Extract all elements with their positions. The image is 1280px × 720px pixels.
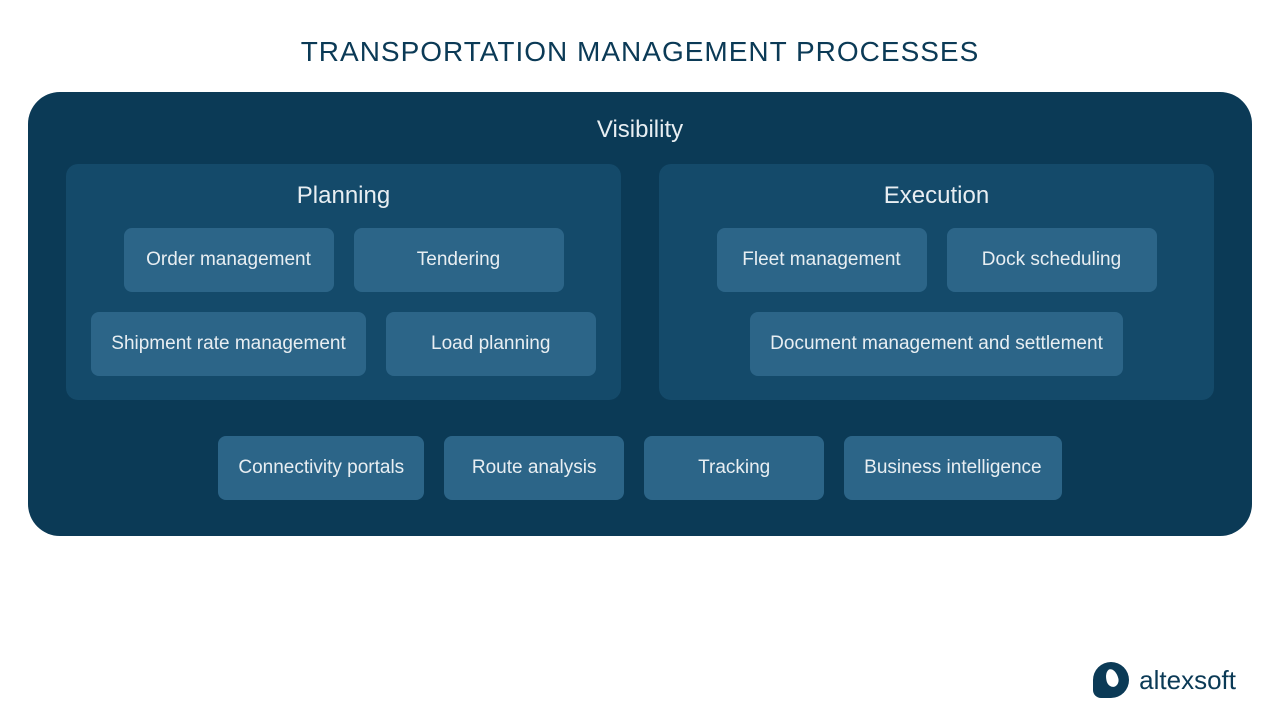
brand-name: altexsoft bbox=[1139, 665, 1236, 696]
chip-shipment-rate-management: Shipment rate management bbox=[91, 312, 365, 376]
groups-row: Planning Order management Tendering Ship… bbox=[66, 164, 1214, 400]
chip-dock-scheduling: Dock scheduling bbox=[947, 228, 1157, 292]
planning-chips: Order management Tendering Shipment rate… bbox=[90, 228, 597, 376]
planning-group: Planning Order management Tendering Ship… bbox=[66, 164, 621, 400]
chip-order-management: Order management bbox=[124, 228, 334, 292]
execution-group: Execution Fleet management Dock scheduli… bbox=[659, 164, 1214, 400]
visibility-container: Visibility Planning Order management Ten… bbox=[28, 92, 1252, 536]
chip-business-intelligence: Business intelligence bbox=[844, 436, 1061, 500]
chip-fleet-management: Fleet management bbox=[717, 228, 927, 292]
chip-tendering: Tendering bbox=[354, 228, 564, 292]
chip-document-management-settlement: Document management and settlement bbox=[750, 312, 1123, 376]
brand-logo-icon bbox=[1093, 662, 1129, 698]
chip-connectivity-portals: Connectivity portals bbox=[218, 436, 424, 500]
page-title: TRANSPORTATION MANAGEMENT PROCESSES bbox=[0, 0, 1280, 92]
visibility-label: Visibility bbox=[66, 116, 1214, 144]
bottom-chips-row: Connectivity portals Route analysis Trac… bbox=[66, 436, 1214, 500]
chip-tracking: Tracking bbox=[644, 436, 824, 500]
footer: altexsoft bbox=[1093, 662, 1236, 698]
chip-load-planning: Load planning bbox=[386, 312, 596, 376]
execution-title: Execution bbox=[683, 182, 1190, 210]
execution-chips: Fleet management Dock scheduling Documen… bbox=[683, 228, 1190, 376]
chip-route-analysis: Route analysis bbox=[444, 436, 624, 500]
planning-title: Planning bbox=[90, 182, 597, 210]
